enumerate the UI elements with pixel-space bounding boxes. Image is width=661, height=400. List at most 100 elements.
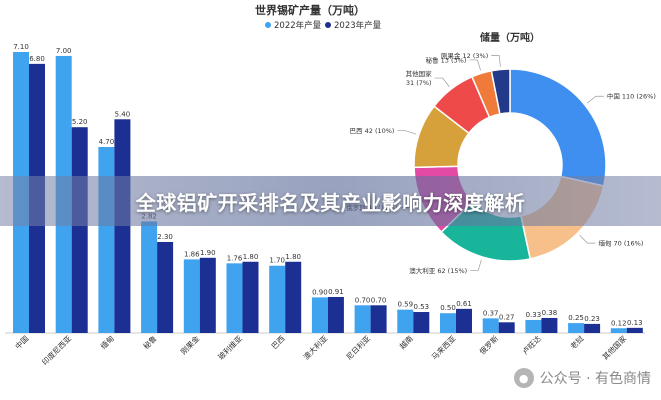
bar-value-label: 1.80 bbox=[285, 253, 301, 261]
leader-line bbox=[470, 259, 482, 271]
x-tick-label: 巴西 bbox=[270, 334, 287, 351]
bar-2022 bbox=[269, 265, 286, 333]
bar-2023 bbox=[114, 119, 131, 333]
legend-marker-2022 bbox=[265, 22, 271, 28]
bar-value-label: 4.70 bbox=[99, 138, 115, 146]
bar-value-label: 5.40 bbox=[115, 110, 131, 118]
bar-value-label: 0.90 bbox=[312, 288, 328, 296]
bar-value-label: 0.50 bbox=[440, 304, 456, 312]
leader-line bbox=[469, 59, 481, 71]
x-tick-label: 俄罗斯 bbox=[477, 333, 500, 356]
bar-2022 bbox=[226, 263, 243, 333]
bar-value-label: 1.90 bbox=[200, 249, 216, 257]
bar-value-label: 2.30 bbox=[157, 233, 173, 241]
bar-value-label: 0.59 bbox=[398, 301, 414, 309]
x-tick-label: 澳大利亚 bbox=[301, 333, 330, 362]
bar-2022 bbox=[141, 221, 158, 333]
legend-marker-2023 bbox=[325, 22, 331, 28]
leader-line bbox=[434, 77, 450, 87]
x-tick-label: 玻利维亚 bbox=[216, 333, 245, 362]
bar-value-label: 1.76 bbox=[227, 254, 243, 262]
bar-2023 bbox=[285, 261, 302, 333]
bar-2023 bbox=[71, 127, 88, 334]
x-tick-label: 越南 bbox=[397, 333, 415, 351]
bar-value-label: 1.86 bbox=[184, 250, 200, 258]
bar-value-label: 0.13 bbox=[627, 319, 643, 327]
x-tick-label: 卢旺达 bbox=[520, 333, 543, 356]
bar-chart-title: 世界锡矿产量（万吨） bbox=[255, 3, 365, 17]
donut-slice-label: 巴西 42 (10%) bbox=[350, 127, 395, 135]
bar-2023 bbox=[541, 317, 558, 333]
leader-line bbox=[587, 95, 604, 104]
bar-2022 bbox=[482, 318, 499, 333]
donut-slice-label: 秘鲁 13 (3%) bbox=[426, 55, 467, 64]
donut-slice-label: 中国 110 (26%) bbox=[607, 92, 656, 101]
legend: 2022年产量 2023年产量 bbox=[265, 20, 382, 31]
bar-value-label: 0.12 bbox=[611, 319, 627, 327]
x-tick-label: 中国 bbox=[13, 333, 31, 351]
bar-value-label: 0.23 bbox=[584, 315, 600, 323]
bar-value-label: 1.80 bbox=[243, 253, 259, 261]
bar-2023 bbox=[626, 327, 643, 333]
bar-2022 bbox=[183, 259, 200, 333]
donut-slice-label: 缅甸 70 (16%) bbox=[598, 239, 643, 248]
bar-2023 bbox=[413, 312, 430, 333]
bar-2022 bbox=[98, 146, 115, 333]
bar-value-label: 0.70 bbox=[371, 296, 387, 304]
bar-value-label: 0.37 bbox=[483, 309, 499, 317]
bar-value-label: 7.10 bbox=[13, 43, 29, 51]
x-tick-label: 马来西亚 bbox=[430, 334, 458, 362]
bar-2023 bbox=[584, 323, 601, 333]
bar-2022 bbox=[610, 328, 627, 333]
bar-2023 bbox=[456, 308, 472, 333]
bar-value-label: 5.20 bbox=[72, 118, 88, 126]
title-banner: 全球铝矿开采排名及其产业影响力深度解析 bbox=[0, 176, 661, 226]
bar-value-label: 7.00 bbox=[56, 47, 72, 55]
bar-2023 bbox=[157, 241, 174, 333]
donut-slice-label: 澳大利亚 62 (15%) bbox=[409, 266, 467, 275]
x-tick-label: 其他国家 bbox=[600, 333, 629, 362]
bar-value-label: 0.33 bbox=[526, 311, 542, 319]
bar-value-label: 6.80 bbox=[29, 55, 45, 63]
leader-line bbox=[579, 235, 596, 244]
wechat-icon: ● bbox=[513, 368, 534, 388]
bar-2022 bbox=[397, 309, 414, 333]
donut-slice bbox=[509, 68, 607, 187]
legend-label-2023: 2023年产量 bbox=[334, 20, 382, 31]
donut-chart: 储量（万吨） 中国 110 (26%) 缅甸 70 (16%) 澳大利亚 62 (1… bbox=[346, 31, 656, 275]
bar-2022 bbox=[525, 319, 542, 333]
x-tick-label: 尼日利亚 bbox=[344, 333, 373, 362]
x-tick-label: 缅甸 bbox=[98, 333, 116, 351]
bar-value-label: 0.70 bbox=[355, 296, 371, 304]
bar-2023 bbox=[199, 257, 216, 333]
watermark-text: 公众号 · 有色商情 bbox=[539, 371, 651, 387]
donut-chart-title: 储量（万吨） bbox=[479, 31, 540, 44]
bar-value-label: 0.91 bbox=[328, 288, 344, 296]
donut-slice-label: 其他国家 31 (7%) bbox=[406, 69, 433, 87]
donut-slice bbox=[490, 68, 511, 115]
x-tick-label: 印度尼西亚 bbox=[40, 333, 74, 367]
bar-2023 bbox=[498, 322, 515, 333]
bar-2022 bbox=[440, 313, 456, 333]
banner-title: 全球铝矿开采排名及其产业影响力深度解析 bbox=[135, 190, 526, 215]
bar-2022 bbox=[311, 297, 328, 333]
donut-slice-label: 刚果金 12 (3%) bbox=[441, 51, 488, 60]
bar-value-label: 1.70 bbox=[269, 257, 285, 265]
bar-2023 bbox=[370, 305, 387, 333]
leader-line bbox=[491, 55, 501, 67]
bar-2022 bbox=[568, 323, 585, 333]
bar-2022 bbox=[354, 305, 371, 333]
bar-value-label: 0.38 bbox=[542, 309, 558, 317]
bar-value-label: 0.25 bbox=[568, 314, 584, 322]
x-tick-label: 秘鲁 bbox=[141, 333, 159, 351]
bar-2023 bbox=[327, 296, 344, 333]
leader-line bbox=[397, 130, 417, 135]
x-tick-label: 老挝 bbox=[568, 333, 586, 351]
bar-value-label: 0.53 bbox=[414, 303, 430, 311]
legend-label-2022: 2022年产量 bbox=[274, 20, 322, 31]
bar-value-label: 0.27 bbox=[499, 313, 515, 321]
watermark: ● 公众号 · 有色商情 bbox=[513, 368, 651, 388]
bar-value-label: 0.61 bbox=[456, 300, 472, 308]
bar-2023 bbox=[242, 261, 259, 333]
x-tick-label: 刚果金 bbox=[178, 333, 201, 356]
